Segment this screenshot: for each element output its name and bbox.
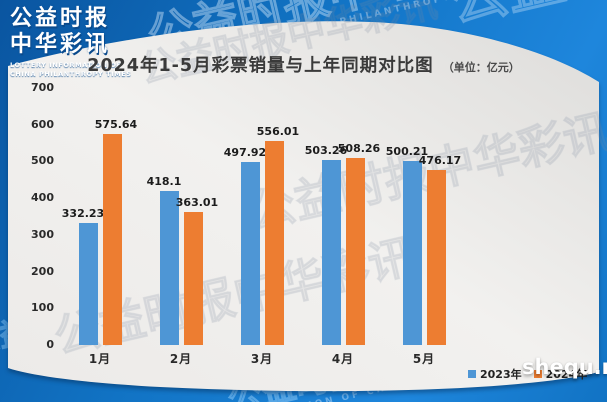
legend-label: 2024年 xyxy=(545,368,588,381)
bar-value-label: 556.01 xyxy=(256,124,300,138)
bar-2024年-4月 xyxy=(345,158,365,345)
bar-value-label: 363.01 xyxy=(175,195,219,209)
y-axis-tick: 200 xyxy=(31,264,54,278)
x-axis-label: 1月 xyxy=(88,352,112,366)
y-axis-tick: 500 xyxy=(31,154,54,168)
brand-logo: 公益时报 中华彩讯 LOTTERY INFORMATION OF CHINA P… xyxy=(10,6,132,79)
bar-2023年-1月 xyxy=(78,223,98,345)
bar-value-label: 497.92 xyxy=(223,146,267,160)
bar-2023年-3月 xyxy=(240,162,260,345)
legend-label: 2023年 xyxy=(480,368,522,381)
bar-value-label: 476.17 xyxy=(418,154,462,168)
brand-logo-subtitle: LOTTERY INFORMATION OF CHINA PHILANTHROP… xyxy=(10,60,132,78)
bar-2023年-4月 xyxy=(321,160,341,345)
page-title: 2024年1-5月彩票销量与上年同期对比图 （单位：亿元） xyxy=(0,52,607,77)
y-axis-tick: 300 xyxy=(31,227,54,241)
bar-value-label: 500.21 xyxy=(385,145,429,159)
x-axis-label: 4月 xyxy=(331,352,355,366)
legend-item-2023年: 2023年 xyxy=(468,366,522,382)
y-axis-tick: 0 xyxy=(46,338,54,351)
bar-value-label: 575.64 xyxy=(94,117,138,131)
legend-swatch xyxy=(468,370,476,378)
x-axis-label: 2月 xyxy=(169,352,193,366)
bar-2024年-1月 xyxy=(102,133,122,345)
bar-2024年-2月 xyxy=(183,211,203,345)
legend-swatch xyxy=(533,370,542,378)
y-axis-tick: 400 xyxy=(31,191,54,205)
legend-item-2024年: 2024年 xyxy=(533,366,588,382)
brand-logo-line2: 中华彩讯 xyxy=(10,31,111,57)
chart-legend: 2023年 2024年 xyxy=(468,366,587,382)
bar-2024年-3月 xyxy=(264,140,284,345)
y-axis-tick: 600 xyxy=(31,117,54,131)
brand-logo-line1: 公益时报 xyxy=(10,6,111,31)
x-axis-label: 3月 xyxy=(250,352,274,366)
bar-2023年-2月 xyxy=(159,191,179,345)
bar-value-label: 508.26 xyxy=(337,142,381,156)
bar-2024年-5月 xyxy=(426,170,446,345)
bar-2023年-5月 xyxy=(402,161,422,345)
bar-value-label: 503.26 xyxy=(304,144,348,158)
site-watermark: shequ.me xyxy=(522,355,607,379)
chart-unit-label: （单位：亿元） xyxy=(442,61,520,74)
x-axis-label: 5月 xyxy=(412,352,436,366)
bar-value-label: 418.1 xyxy=(146,175,182,189)
chart-title-text: 2024年1-5月彩票销量与上年同期对比图 xyxy=(87,56,434,76)
bar-value-label: 332.23 xyxy=(61,207,105,221)
y-axis-tick: 100 xyxy=(31,301,54,315)
y-axis-tick: 700 xyxy=(31,81,54,94)
